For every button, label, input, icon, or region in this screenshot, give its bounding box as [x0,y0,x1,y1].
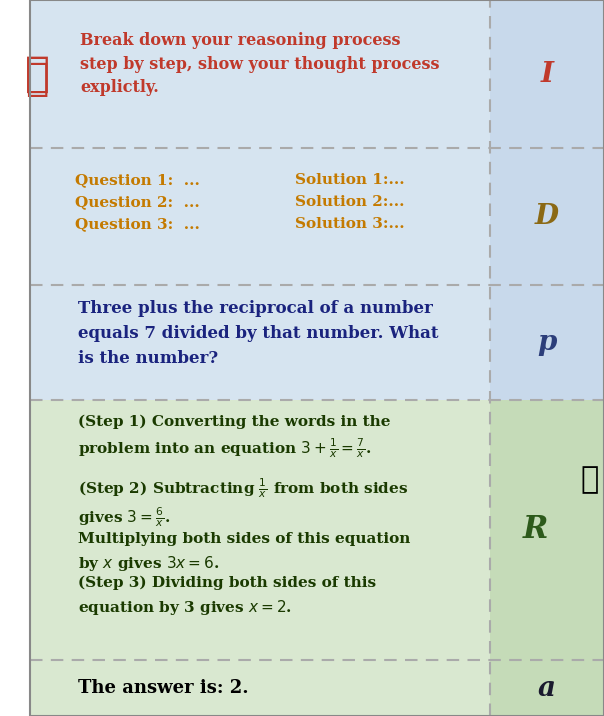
Text: R: R [522,515,548,546]
Text: equation by 3 gives $x=2$.: equation by 3 gives $x=2$. [78,598,292,616]
Text: 👤: 👤 [25,53,50,95]
FancyBboxPatch shape [30,0,490,400]
Text: by $x$ gives $3x=6$.: by $x$ gives $3x=6$. [78,553,219,573]
Text: I: I [541,60,553,87]
Text: Solution 1:...: Solution 1:... [295,173,405,187]
Text: 🤖: 🤖 [581,465,599,495]
Text: Question 1:  ...: Question 1: ... [75,173,200,187]
FancyBboxPatch shape [490,400,604,716]
Text: (Step 3) Dividing both sides of this: (Step 3) Dividing both sides of this [78,576,376,590]
Text: (Step 2) Subtracting $\frac{1}{x}$ from both sides: (Step 2) Subtracting $\frac{1}{x}$ from … [78,477,408,500]
Text: p: p [538,329,557,356]
Text: The answer is: 2.: The answer is: 2. [78,679,249,697]
Text: gives $3=\frac{6}{x}$.: gives $3=\frac{6}{x}$. [78,505,170,528]
Text: (Step 1) Converting the words in the: (Step 1) Converting the words in the [78,415,391,430]
Text: Question 3:  ...: Question 3: ... [75,217,200,231]
Text: Three plus the reciprocal of a number
equals 7 divided by that number. What
is t: Three plus the reciprocal of a number eq… [78,300,439,367]
Polygon shape [490,400,604,660]
Text: D: D [535,203,559,230]
Polygon shape [490,400,604,660]
Text: 👤: 👤 [25,60,49,98]
Text: Multiplying both sides of this equation: Multiplying both sides of this equation [78,531,410,546]
Text: Solution 2:...: Solution 2:... [295,195,405,209]
Text: problem into an equation $3+\frac{1}{x}=\frac{7}{x}$.: problem into an equation $3+\frac{1}{x}=… [78,437,371,460]
FancyBboxPatch shape [490,400,604,716]
Text: Break down your reasoning process
step by step, show your thought process
explic: Break down your reasoning process step b… [80,32,440,96]
Text: Question 2:  ...: Question 2: ... [75,195,200,209]
Text: Solution 3:...: Solution 3:... [295,217,405,231]
Text: a: a [538,674,556,702]
FancyBboxPatch shape [490,0,604,400]
FancyBboxPatch shape [30,400,490,716]
